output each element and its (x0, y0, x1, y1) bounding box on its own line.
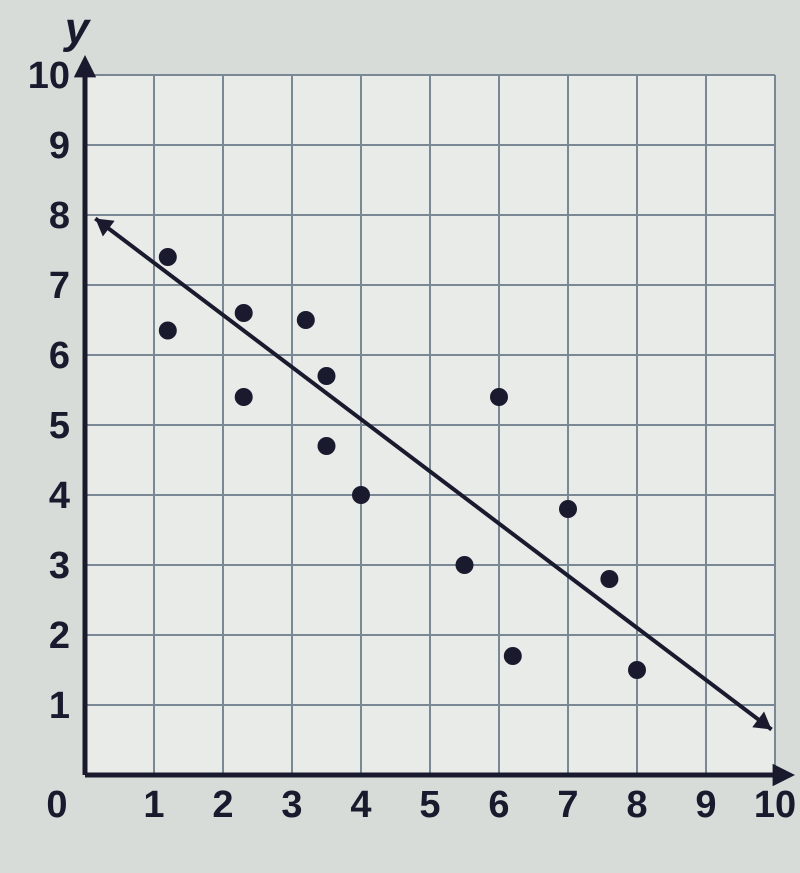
y-tick-label: 3 (49, 545, 70, 587)
x-tick-label: 1 (143, 784, 164, 826)
data-point (159, 322, 177, 340)
y-tick-label: 1 (49, 685, 70, 727)
data-point (490, 388, 508, 406)
x-tick-label: 5 (419, 784, 440, 826)
y-tick-label: 2 (49, 615, 70, 657)
y-axis-label: y (63, 4, 92, 53)
data-point (159, 248, 177, 266)
data-point (456, 556, 474, 574)
x-tick-label: 8 (626, 784, 647, 826)
data-point (318, 437, 336, 455)
x-tick-label: 2 (212, 784, 233, 826)
data-point (318, 367, 336, 385)
x-tick-label: 9 (695, 784, 716, 826)
y-tick-label: 4 (49, 475, 70, 517)
origin-label: 0 (46, 784, 67, 826)
data-point (352, 486, 370, 504)
y-tick-label: 7 (49, 265, 70, 307)
x-tick-label: 10 (754, 784, 796, 826)
data-point (297, 311, 315, 329)
data-point (600, 570, 618, 588)
x-tick-label: 4 (350, 784, 371, 826)
scatter-chart: 1 2 3 4 5 6 7 8 9 10 1 2 3 4 5 6 7 8 9 10 0 y (0, 0, 800, 873)
data-point (504, 647, 522, 665)
data-point (559, 500, 577, 518)
x-tick-label: 6 (488, 784, 509, 826)
x-tick-label: 3 (281, 784, 302, 826)
y-tick-label: 6 (49, 335, 70, 377)
y-tick-label: 5 (49, 405, 70, 447)
x-tick-label: 7 (557, 784, 578, 826)
y-tick-label: 10 (28, 55, 70, 97)
data-point (235, 304, 253, 322)
data-point (628, 661, 646, 679)
data-point (235, 388, 253, 406)
chart-svg: 1 2 3 4 5 6 7 8 9 10 1 2 3 4 5 6 7 8 9 10 0 y (0, 0, 800, 873)
y-tick-label: 8 (49, 195, 70, 237)
y-tick-label: 9 (49, 125, 70, 167)
